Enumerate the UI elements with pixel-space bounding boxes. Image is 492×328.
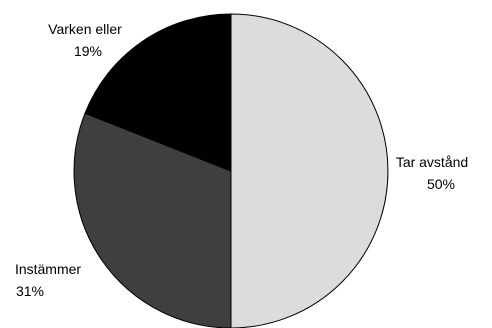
slice-value-tar-avstand: 50%	[427, 176, 455, 192]
pie-slices	[73, 13, 389, 328]
pie-slice-tar-avst-nd	[230, 13, 389, 328]
slice-value-instammer: 31%	[16, 283, 44, 299]
slice-value-varken-eller: 19%	[74, 43, 102, 59]
slice-label-tar-avstand: Tar avstånd	[396, 154, 468, 170]
pie-slice-varken-eller	[84, 13, 232, 172]
pie-slice-inst-mmer	[73, 112, 232, 328]
pie-labels: Tar avstånd 50% Instämmer 31% Varken ell…	[15, 21, 468, 299]
slice-label-instammer: Instämmer	[15, 261, 81, 277]
slice-label-varken-eller: Varken eller	[48, 21, 122, 37]
